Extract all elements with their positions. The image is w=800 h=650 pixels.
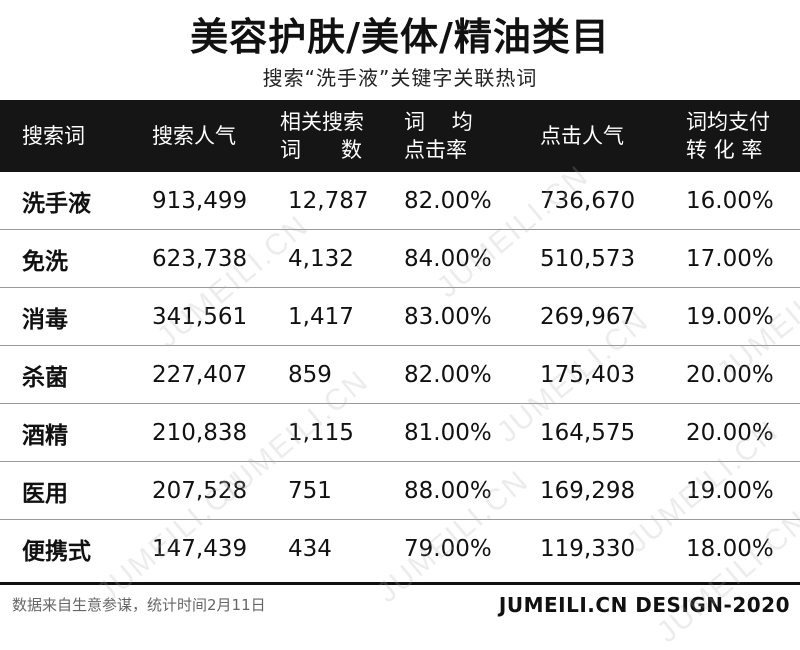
cell-click-popularity: 175,403 [540,362,636,388]
brand-label: JUMEILI.CN DESIGN-2020 [498,593,790,617]
header-related-word-count: 相关搜索词 数 [280,100,364,172]
cell-keyword: 消毒 [22,307,68,333]
table-row: 医用 207,528 751 88.00% 169,298 19.00% [0,462,800,520]
bottom-divider [0,582,800,585]
cell-keyword: 医用 [22,481,68,507]
header-avg-click-rate: 词 均点击率 [404,100,473,172]
cell-search-popularity: 210,838 [152,420,248,446]
table-row: 消毒 341,561 1,417 83.00% 269,967 19.00% [0,288,800,346]
header-line: 搜索人气 [152,124,236,148]
cell-click-popularity: 119,330 [540,536,636,562]
cell-related-word-count: 859 [288,362,332,388]
header-line: 点击人气 [540,124,624,148]
table-row: 杀菌 227,407 859 82.00% 175,403 20.00% [0,346,800,404]
cell-keyword: 洗手液 [22,191,91,217]
page-subtitle: 搜索“洗手液”关键字关联热词 [262,66,538,90]
cell-related-word-count: 12,787 [288,188,369,214]
header-search-popularity: 搜索人气 [152,100,236,172]
cell-avg-click-rate: 83.00% [404,304,492,330]
cell-avg-conversion-rate: 18.00% [686,536,774,562]
cell-avg-conversion-rate: 16.00% [686,188,774,214]
cell-avg-click-rate: 82.00% [404,188,492,214]
cell-avg-click-rate: 81.00% [404,420,492,446]
cell-avg-conversion-rate: 19.00% [686,478,774,504]
cell-click-popularity: 736,670 [540,188,636,214]
header-line: 转 化 率 [686,138,763,162]
table-row: 洗手液 913,499 12,787 82.00% 736,670 16.00% [0,172,800,230]
header-line: 词 数 [280,138,363,162]
cell-avg-conversion-rate: 19.00% [686,304,774,330]
data-table: 搜索词 搜索人气 相关搜索词 数词 均点击率 点击人气 词均支付转 化 率 洗手液 913… [0,100,800,578]
cell-keyword: 便携式 [22,539,91,565]
cell-click-popularity: 510,573 [540,246,636,272]
cell-related-word-count: 1,417 [288,304,354,330]
cell-keyword: 免洗 [22,249,68,275]
table-body: 洗手液 913,499 12,787 82.00% 736,670 16.00% 免洗 623… [0,172,800,578]
cell-search-popularity: 207,528 [152,478,248,504]
cell-avg-click-rate: 79.00% [404,536,492,562]
table-row: 便携式 147,439 434 79.00% 119,330 18.00% [0,520,800,578]
cell-avg-click-rate: 84.00% [404,246,492,272]
cell-click-popularity: 164,575 [540,420,636,446]
table-header: 搜索词 搜索人气 相关搜索词 数词 均点击率 点击人气 词均支付转 化 率 [0,100,800,172]
cell-related-word-count: 4,132 [288,246,354,272]
page-title: 美容护肤/美体/精油类目 [190,15,610,59]
cell-search-popularity: 227,407 [152,362,248,388]
table-row: 免洗 623,738 4,132 84.00% 510,573 17.00% [0,230,800,288]
cell-keyword: 杀菌 [22,365,68,391]
cell-avg-click-rate: 88.00% [404,478,492,504]
cell-related-word-count: 1,115 [288,420,354,446]
cell-search-popularity: 913,499 [152,188,248,214]
cell-related-word-count: 751 [288,478,332,504]
header-keyword: 搜索词 [22,100,85,172]
cell-search-popularity: 341,561 [152,304,248,330]
cell-click-popularity: 269,967 [540,304,636,330]
cell-click-popularity: 169,298 [540,478,636,504]
table-row: 酒精 210,838 1,115 81.00% 164,575 20.00% [0,404,800,462]
header-avg-conversion-rate: 词均支付转 化 率 [686,100,770,172]
cell-search-popularity: 623,738 [152,246,248,272]
data-source-note: 数据来自生意参谋，统计时间2月11日 [12,596,266,614]
cell-avg-conversion-rate: 20.00% [686,420,774,446]
header-line: 词 均 [404,110,473,134]
header-click-popularity: 点击人气 [540,100,624,172]
cell-related-word-count: 434 [288,536,332,562]
cell-keyword: 酒精 [22,423,68,449]
header-line: 词均支付 [686,110,770,134]
cell-search-popularity: 147,439 [152,536,248,562]
header-line: 搜索词 [22,124,85,148]
cell-avg-conversion-rate: 17.00% [686,246,774,272]
cell-avg-conversion-rate: 20.00% [686,362,774,388]
header-line: 点击率 [404,138,467,162]
cell-avg-click-rate: 82.00% [404,362,492,388]
header-line: 相关搜索 [280,110,364,134]
